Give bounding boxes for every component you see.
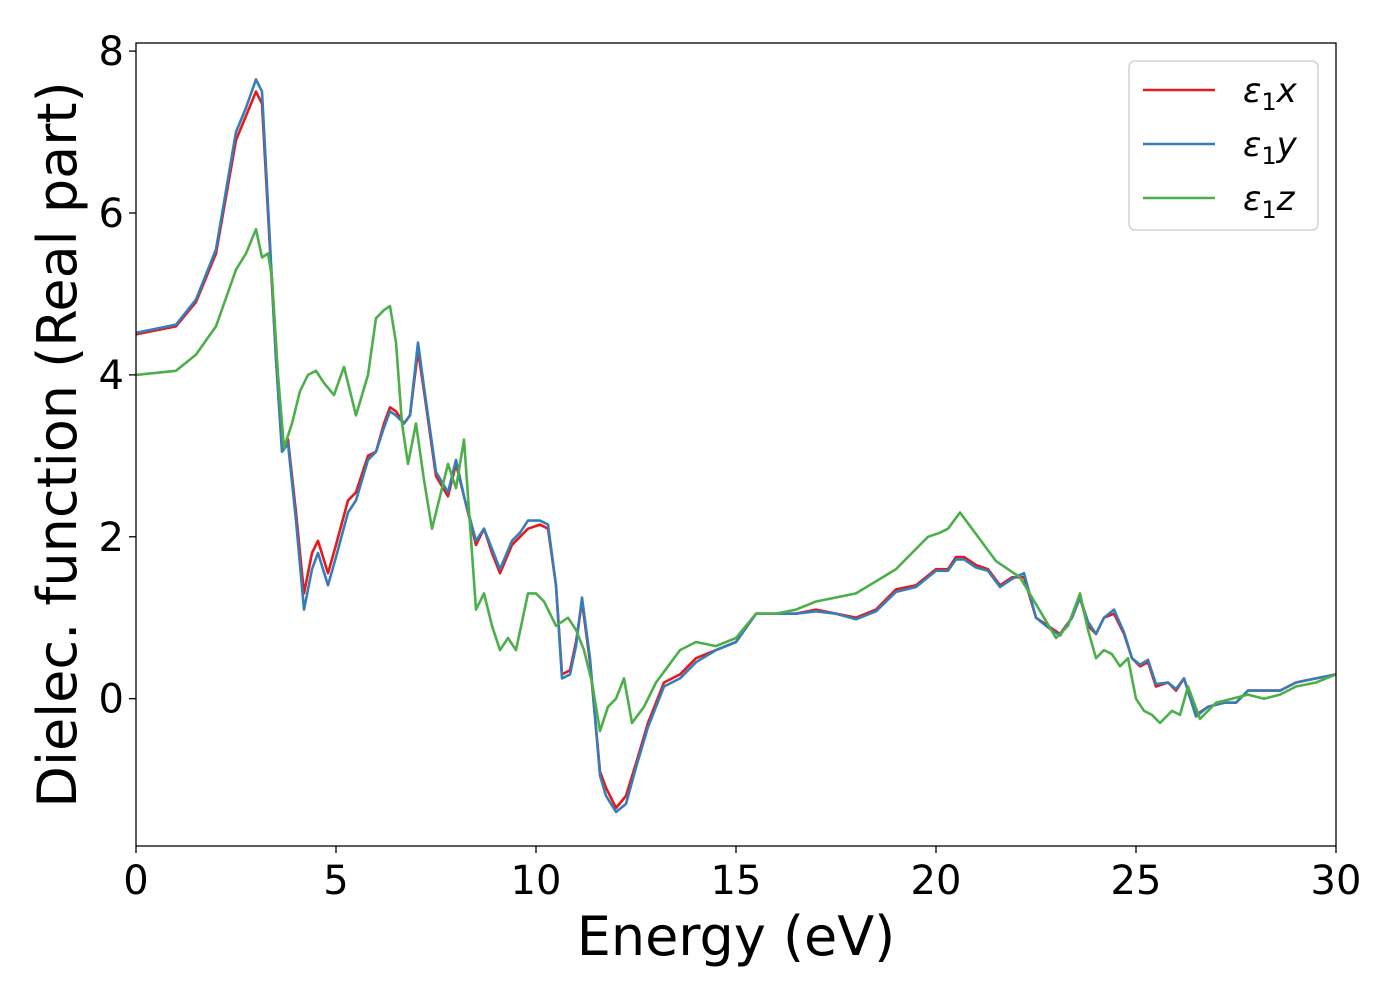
plot-frame (135, 42, 1337, 847)
y-tick-label-2: 4 (99, 353, 124, 399)
x-tick-label-5: 25 (1111, 858, 1162, 904)
legend-label-z: ε1z (1243, 179, 1296, 224)
legend-box (1128, 60, 1319, 231)
x-tick-label-3: 15 (711, 858, 762, 904)
y-tick-label-3: 6 (99, 191, 124, 237)
legend-label-y: ε1y (1243, 125, 1298, 170)
y-axis-ticks: 0 2 4 6 8 (99, 29, 136, 723)
x-axis-title: Energy (eV) (577, 905, 896, 968)
x-tick-label-2: 10 (511, 858, 562, 904)
x-tick-label-1: 5 (323, 858, 348, 904)
legend-label-x: ε1x (1243, 71, 1298, 116)
x-axis-ticks: 0 5 10 15 20 25 30 (123, 846, 1361, 904)
x-tick-label-4: 20 (911, 858, 962, 904)
legend: ε1x ε1y ε1z (1128, 60, 1319, 231)
plot-area (136, 78, 1336, 814)
x-tick-label-6: 30 (1311, 858, 1362, 904)
y-tick-label-0: 0 (99, 677, 124, 723)
series-line-z (136, 227, 1336, 733)
y-axis-title: Dielec. function (Real part) (26, 81, 89, 807)
series-line-y (136, 78, 1336, 814)
y-tick-label-1: 2 (99, 515, 124, 561)
x-tick-label-0: 0 (123, 858, 148, 904)
y-tick-label-4: 8 (99, 29, 124, 75)
